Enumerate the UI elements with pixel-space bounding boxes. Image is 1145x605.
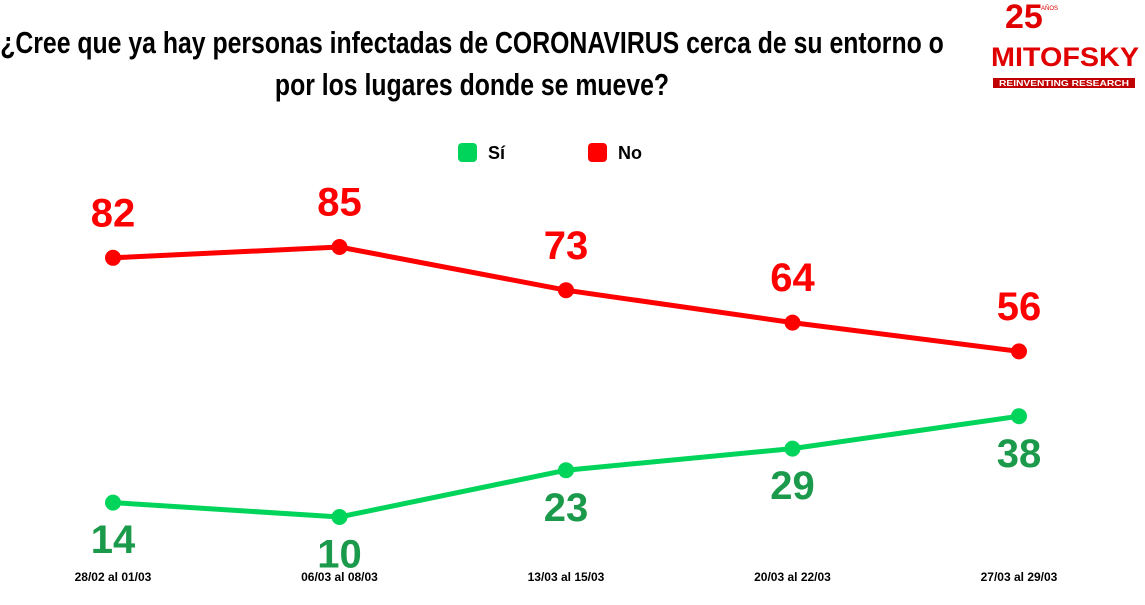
logo-small: AÑOS <box>1041 5 1058 12</box>
x-tick-label: 06/03 al 08/03 <box>301 570 378 584</box>
data-point <box>105 249 121 266</box>
data-point <box>784 314 801 331</box>
data-label: 64 <box>770 256 815 300</box>
data-label: 73 <box>544 224 589 268</box>
x-tick-label: 20/03 al 22/03 <box>754 570 831 584</box>
data-point <box>1011 343 1027 360</box>
data-point <box>331 509 348 525</box>
data-label: 29 <box>770 464 815 508</box>
legend-label: No <box>618 143 642 163</box>
logo-name: MITOFSKY <box>991 42 1139 72</box>
data-label: 14 <box>91 518 136 562</box>
logo-tagline: REINVENTING RESEARCH <box>999 79 1129 88</box>
data-point <box>105 494 121 511</box>
data-point <box>331 239 348 255</box>
data-point <box>784 440 801 457</box>
legend-swatch <box>588 143 607 162</box>
x-tick-label: 27/03 al 29/03 <box>981 570 1058 584</box>
data-label: 82 <box>91 191 136 235</box>
data-point <box>558 462 574 479</box>
x-tick-label: 28/02 al 01/03 <box>75 570 152 584</box>
legend-label: Sí <box>488 143 506 163</box>
data-label: 56 <box>997 285 1042 329</box>
legend-swatch <box>458 143 477 162</box>
data-point <box>558 282 574 299</box>
data-label: 85 <box>317 181 362 225</box>
logo-number: 25 <box>1005 0 1043 36</box>
logo-band <box>993 78 1135 88</box>
data-label: 23 <box>544 486 589 530</box>
data-label: 38 <box>997 432 1042 476</box>
data-label: 10 <box>317 533 362 577</box>
logo: 25 AÑOS MITOFSKY REINVENTING RESEARCH <box>991 0 1139 88</box>
data-point <box>1011 408 1027 425</box>
x-tick-label: 13/03 al 15/03 <box>528 570 605 584</box>
chart-title: ¿Cree que ya hay personas infectadas de … <box>0 25 944 102</box>
